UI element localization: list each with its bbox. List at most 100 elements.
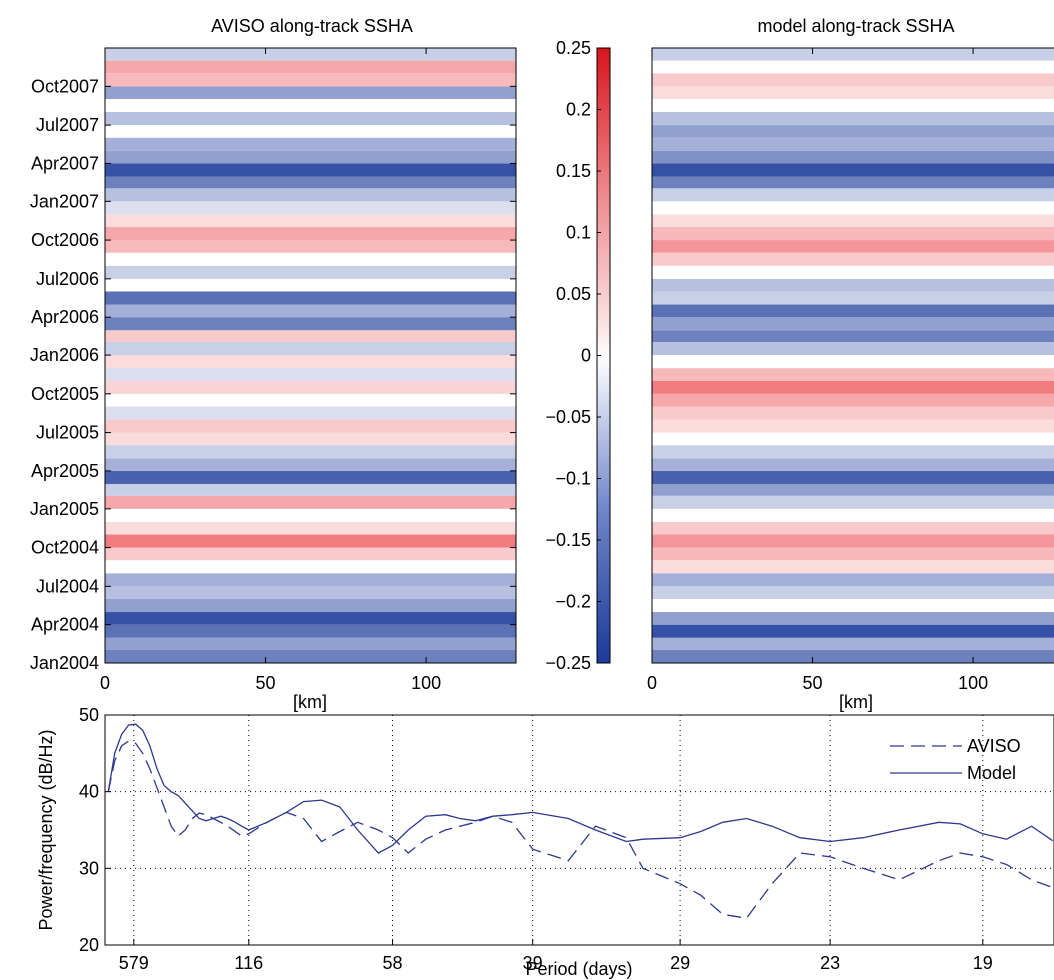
aviso-heatmap-band xyxy=(105,265,516,279)
aviso-heatmap-band xyxy=(105,214,516,228)
aviso-heatmap-band xyxy=(105,60,516,74)
model-heatmap-band xyxy=(652,355,1054,369)
aviso-heatmap-title: AVISO along-track SSHA xyxy=(211,16,413,36)
aviso-heatmap-band xyxy=(105,508,516,522)
model-heatmap-band xyxy=(652,150,1054,164)
model-heatmap-band xyxy=(652,470,1054,484)
spectrum-y-tick-label: 50 xyxy=(79,705,99,725)
aviso-y-ticks: Jan2004 Apr2004 Jul2004 Oct2004 Jan2005 Apr20… xyxy=(30,76,516,673)
aviso-y-tick-label: Oct2005 xyxy=(31,384,99,404)
colorbar-tick-label: −0.05 xyxy=(545,407,591,427)
model-heatmap-band xyxy=(652,649,1054,663)
aviso-y-tick-label: Jan2007 xyxy=(30,191,99,211)
model-heatmap-band xyxy=(652,278,1054,292)
model-heatmap-band xyxy=(652,624,1054,638)
model-x-tick-label: 0 xyxy=(647,673,657,693)
spectrum-lines xyxy=(107,723,1053,919)
colorbar-tick-label: 0.05 xyxy=(556,284,591,304)
spectrum-series-aviso xyxy=(107,740,1053,919)
aviso-heatmap-band xyxy=(105,419,516,433)
aviso-y-tick-label: Jan2005 xyxy=(30,499,99,519)
aviso-y-tick-label: Apr2005 xyxy=(31,461,99,481)
model-heatmap-band xyxy=(652,330,1054,343)
model-heatmap-band xyxy=(652,317,1054,331)
model-heatmap-frame xyxy=(651,47,1054,664)
model-heatmap-band xyxy=(652,73,1054,87)
aviso-heatmap-band xyxy=(105,458,516,471)
model-heatmap-band xyxy=(652,163,1054,177)
colorbar-tick-label: 0.15 xyxy=(556,161,591,181)
model-heatmap-band xyxy=(652,265,1054,279)
aviso-heatmap-band xyxy=(105,176,516,189)
model-heatmap-band xyxy=(652,637,1054,650)
model-heatmap-band xyxy=(652,240,1054,253)
aviso-heatmap-band xyxy=(105,393,516,407)
aviso-heatmap-band xyxy=(105,637,516,650)
model-heatmap-band xyxy=(652,508,1054,522)
spectrum-y-ticks: 20 30 40 50 xyxy=(79,705,111,955)
aviso-heatmap-band xyxy=(105,163,516,177)
spectrum-x-tick-label: 39 xyxy=(523,953,543,973)
aviso-heatmap-band xyxy=(105,406,516,420)
model-heatmap-band xyxy=(652,534,1054,548)
aviso-heatmap-band xyxy=(105,150,516,164)
model-heatmap-band xyxy=(652,342,1054,356)
aviso-heatmap-band xyxy=(105,547,516,561)
model-heatmap-band xyxy=(652,445,1054,459)
aviso-heatmap-band xyxy=(105,227,516,241)
aviso-heatmap-band xyxy=(105,201,516,215)
aviso-y-tick-label: Jan2004 xyxy=(30,653,99,673)
aviso-heatmap-band xyxy=(105,368,516,381)
aviso-heatmap-band xyxy=(105,586,516,599)
aviso-heatmap-band xyxy=(105,330,516,343)
spectrum-x-tick-label: 58 xyxy=(383,953,403,973)
spectrum-y-axis-label: Power/frequency (dB/Hz) xyxy=(36,729,56,930)
model-heatmap-band xyxy=(652,86,1054,99)
legend-label-aviso: AVISO xyxy=(967,736,1021,756)
spectrum-x-tick-label: 116 xyxy=(234,953,263,973)
aviso-heatmap-band xyxy=(105,649,516,663)
aviso-heatmap-band xyxy=(105,355,516,369)
aviso-heatmap-band xyxy=(105,98,516,113)
aviso-y-tick-label: Jul2006 xyxy=(36,269,99,289)
aviso-heatmap-band xyxy=(105,137,516,151)
spectrum-series-model xyxy=(107,723,1053,854)
aviso-heatmap-band xyxy=(105,573,516,587)
colorbar-tick-label: 0 xyxy=(581,346,591,366)
model-heatmap-band xyxy=(652,291,1054,305)
spectrum-x-ticks: 579 116 58 39 29 23 19 xyxy=(119,939,993,973)
aviso-y-tick-label: Jul2007 xyxy=(36,115,99,135)
aviso-heatmap-band xyxy=(105,73,516,87)
spectrum-x-tick-label: 29 xyxy=(670,953,690,973)
aviso-y-tick-label: Oct2006 xyxy=(31,230,99,250)
model-heatmap-band xyxy=(652,495,1054,509)
spectrum-y-tick-label: 20 xyxy=(79,935,99,955)
aviso-y-tick-label: Oct2007 xyxy=(31,76,99,96)
model-heatmap-panel: model along-track SSHA 0 50 100 [km] xyxy=(647,16,1054,712)
model-heatmap-band xyxy=(652,483,1054,496)
aviso-heatmap-band xyxy=(105,252,516,266)
aviso-heatmap-band xyxy=(105,495,516,509)
spectrum-x-tick-label: 23 xyxy=(820,953,840,973)
aviso-y-tick-label: Jan2006 xyxy=(30,345,99,365)
aviso-heatmap-band xyxy=(105,48,516,61)
model-heatmap-band xyxy=(652,176,1054,189)
spectrum-legend: AVISO Model xyxy=(890,736,1021,783)
colorbar-tick-label: −0.15 xyxy=(545,530,591,550)
colorbar-tick-label: −0.25 xyxy=(545,653,591,673)
model-heatmap-band xyxy=(652,560,1054,574)
model-heatmap-band xyxy=(652,201,1054,215)
colorbar: 0.25 0.2 0.15 0.1 0.05 0 −0.05 −0.1 −0.15 −0.2 −0.… xyxy=(545,38,611,673)
aviso-heatmap-bands xyxy=(105,48,516,663)
model-heatmap-band xyxy=(652,393,1054,407)
aviso-y-tick-label: Apr2004 xyxy=(31,615,99,635)
aviso-heatmap-band xyxy=(105,483,516,496)
aviso-x-tick-label: 100 xyxy=(411,673,441,693)
aviso-x-tick-label: 50 xyxy=(256,673,276,693)
aviso-heatmap-band xyxy=(105,112,516,126)
aviso-y-tick-label: Apr2007 xyxy=(31,153,99,173)
spectrum-frame xyxy=(104,714,1054,946)
model-heatmap-band xyxy=(652,48,1054,61)
